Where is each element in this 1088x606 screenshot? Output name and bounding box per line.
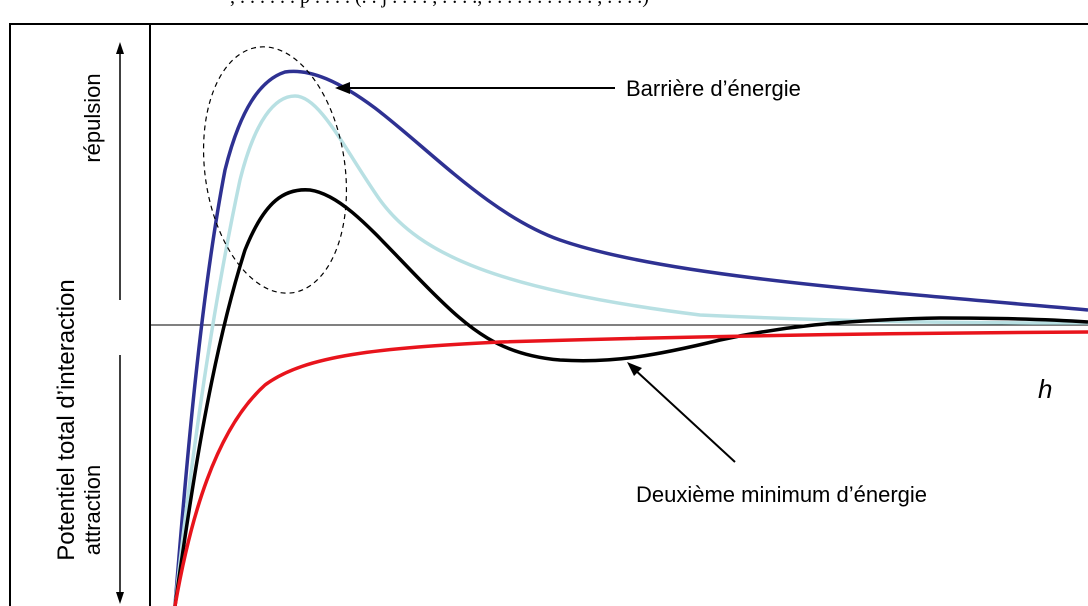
curve-van-der-waals-attraction-red: [173, 330, 1088, 606]
repulsion-arrowhead: [116, 42, 124, 54]
repulsion-label: répulsion: [80, 73, 105, 162]
minimum-pointer-line: [632, 367, 736, 463]
attraction-arrowhead: [116, 592, 124, 604]
curve-total-potential-light-blue: [173, 94, 1088, 606]
minimum-pointer-arrowhead: [627, 362, 642, 376]
barrier-highlight-ellipse: [202, 46, 348, 294]
y-axis-label: Potentiel total d’interaction: [53, 279, 80, 561]
top-caption-fragment: , . . . . . . p . . . . (. . j . . . . ,…: [230, 0, 1088, 16]
attraction-label: attraction: [80, 465, 105, 556]
second-minimum-annotation: Deuxième minimum d’énergie: [636, 482, 927, 507]
curve-total-potential-dark-blue: [173, 69, 1088, 606]
outer-frame: [9, 23, 1088, 606]
x-axis-label: h: [1038, 374, 1052, 404]
barrier-annotation: Barrière d’énergie: [626, 76, 801, 101]
barrier-pointer-arrowhead: [335, 82, 350, 94]
curve-total-potential-black: [173, 188, 1088, 606]
